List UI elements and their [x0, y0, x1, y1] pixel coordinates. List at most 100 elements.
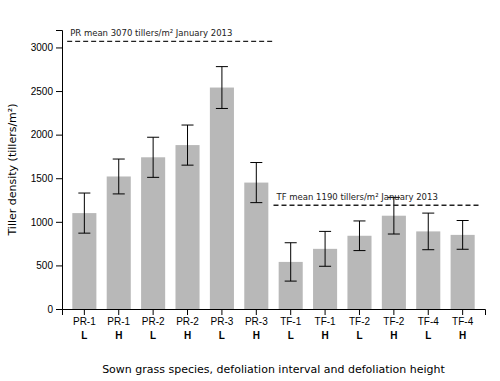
error-bar-cap	[113, 193, 125, 194]
error-bar-stem	[462, 221, 463, 250]
x-tick-mark	[393, 309, 394, 315]
error-bar-cap	[147, 137, 159, 138]
error-bar-stem	[84, 193, 85, 233]
x-tick-mark	[325, 309, 326, 315]
y-tick-mark	[56, 135, 62, 136]
y-tick-mark	[56, 178, 62, 179]
x-tick-label: TF-2	[349, 316, 371, 327]
annotation: TF mean 1190 tillers/m² January 2013	[276, 192, 438, 202]
y-tick-label: 3000	[31, 42, 54, 53]
x-tick-sublabel: H	[321, 330, 328, 341]
x-tick-sublabel: L	[219, 330, 225, 341]
x-tick-sublabel: L	[425, 330, 431, 341]
y-tick: 3000	[31, 42, 62, 53]
error-bar-stem	[256, 163, 257, 203]
reference-line	[274, 205, 480, 206]
error-bar	[319, 231, 331, 266]
error-bar-stem	[359, 221, 360, 251]
y-tick-mark	[56, 47, 62, 48]
x-tick-mark	[221, 309, 222, 315]
y-tick-label: 0	[47, 304, 53, 315]
error-bar-cap	[285, 242, 297, 243]
error-bar-cap	[422, 249, 434, 250]
x-tick-label: TF-4	[452, 316, 474, 327]
x-tick-label: PR-2	[142, 316, 165, 327]
reference-line	[67, 41, 273, 42]
x-tick: TF-2 H	[383, 309, 405, 341]
error-bar-stem	[118, 159, 119, 194]
x-tick: TF-1 L	[280, 309, 302, 341]
y-tick: 500	[36, 260, 62, 271]
error-bar-cap	[113, 159, 125, 160]
x-tick: PR-2H	[176, 309, 199, 341]
x-tick-sublabel: L	[150, 330, 156, 341]
chart: 050010001500200025003000PR-1LPR-1HPR-2LP…	[0, 0, 500, 381]
marks	[67, 41, 480, 309]
y-tick-mark	[56, 265, 62, 266]
x-tick-label: TF-2	[383, 316, 405, 327]
error-bar-stem	[428, 213, 429, 250]
y-tick-mark	[56, 91, 62, 92]
x-tick-label: TF-1	[315, 316, 337, 327]
x-tick: PR-1L	[73, 309, 96, 341]
error-bar-cap	[388, 234, 400, 235]
error-bar-cap	[250, 162, 262, 163]
x-tick: TF-2 L	[349, 309, 371, 341]
x-tick-mark	[290, 309, 291, 315]
y-tick-mark	[56, 309, 62, 310]
annotation: PR mean 3070 tillers/m² January 2013	[70, 28, 232, 38]
x-tick: PR-3 L	[211, 309, 234, 341]
y-tick-label: 2500	[31, 86, 54, 97]
error-bar	[250, 163, 262, 203]
x-tick-label: PR-3	[211, 316, 234, 327]
x-tick-sublabel: L	[356, 330, 362, 341]
x-axis-title: Sown grass species, defoliation interval…	[102, 363, 445, 376]
error-bar-stem	[221, 67, 222, 109]
error-bar-stem	[325, 231, 326, 266]
bar	[210, 88, 234, 309]
x-tick: TF-4 H	[452, 309, 474, 341]
error-bar	[353, 221, 365, 251]
error-bar	[113, 159, 125, 194]
y-tick: 2000	[31, 129, 62, 140]
x-tick-mark	[187, 309, 188, 315]
y-tick-label: 1000	[31, 217, 54, 228]
x-tick-label: PR-3	[245, 316, 268, 327]
x-tick-sublabel: H	[390, 330, 397, 341]
x-tick-sublabel: L	[288, 330, 294, 341]
error-bar-cap	[182, 165, 194, 166]
y-tick-label: 500	[36, 260, 53, 271]
x-tick-label: TF-4	[418, 316, 440, 327]
y-tick-label: 2000	[31, 129, 54, 140]
bar	[175, 145, 199, 309]
error-bar-cap	[457, 249, 469, 250]
error-bar	[147, 137, 159, 177]
x-tick-mark	[153, 309, 154, 315]
error-bar-cap	[319, 231, 331, 232]
x-tick-mark	[256, 309, 257, 315]
x-tick-sublabel: H	[459, 330, 466, 341]
x-tick: PR-3H	[245, 309, 268, 341]
y-axis-title: Tiller density (tillers/m²)	[6, 103, 19, 236]
error-bar-cap	[353, 220, 365, 221]
x-tick-mark	[359, 309, 360, 315]
x-axis: PR-1LPR-1HPR-2LPR-2HPR-3LPR-3HTF-1LTF-1H…	[63, 309, 486, 341]
y-axis: 050010001500200025003000	[31, 31, 63, 315]
error-bar-cap	[182, 125, 194, 126]
x-tick-sublabel: L	[81, 330, 87, 341]
x-tick: PR-1H	[107, 309, 130, 341]
error-bar-cap	[147, 177, 159, 178]
error-bar-cap	[319, 266, 331, 267]
bar	[141, 157, 165, 309]
bar	[107, 176, 131, 309]
x-tick-label: PR-1	[107, 316, 130, 327]
x-tick: TF-4 L	[418, 309, 440, 341]
error-bar-stem	[290, 243, 291, 281]
y-tick: 1000	[31, 217, 62, 228]
x-tick: PR-2 L	[142, 309, 165, 341]
x-tick-mark	[462, 309, 463, 315]
error-bar-cap	[457, 220, 469, 221]
error-bar	[285, 243, 297, 281]
x-tick: TF-1 H	[315, 309, 337, 341]
x-tick-label: TF-1	[280, 316, 302, 327]
